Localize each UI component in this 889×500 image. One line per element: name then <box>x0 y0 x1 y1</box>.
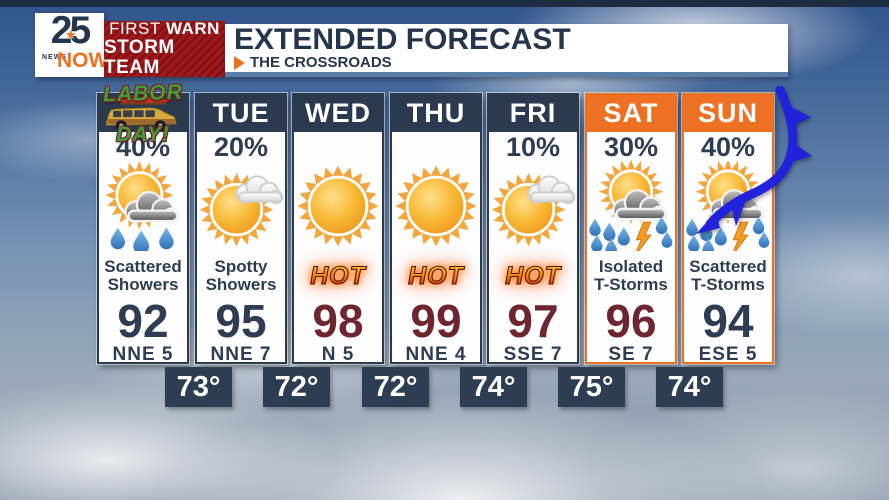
subtitle-label: THE CROSSROADS <box>250 54 392 71</box>
forecast-column-wed: WED HOT 98 N 5 <box>292 93 384 365</box>
pop-value: 30% <box>603 131 659 162</box>
sun-icon <box>293 161 383 256</box>
condition-label: Scattered T-Storms <box>689 256 767 294</box>
pop-value: 10% <box>505 131 561 162</box>
low-temp-badge: 75° <box>558 367 625 407</box>
pop-value: 20% <box>213 131 269 162</box>
day-header-sat: SAT <box>587 95 675 132</box>
forecast-column-thu: THU HOT 99 NNE 4 <box>390 93 482 365</box>
station-logo: 25 ★ NEWS NOW <box>35 9 108 77</box>
forecast-column-tue: TUE 20% Spotty Showers 95 NNE 7 <box>195 93 287 365</box>
forecast-column-labor-day: LABOR DAY! 40% Scattered Showers <box>97 81 189 365</box>
storm-team-badge: FIRST WARN STORM TEAM <box>104 20 225 78</box>
subtitle-row: THE CROSSROADS <box>234 54 392 71</box>
storm-icon <box>683 158 773 258</box>
logo-now-label: NOW <box>57 49 109 72</box>
logo-news-label: NEWS <box>42 54 67 61</box>
labor-day-text-top: LABOR <box>102 80 184 107</box>
headline-banner: EXTENDED FORECAST THE CROSSROADS <box>225 23 788 77</box>
hot-label: HOT <box>310 261 366 290</box>
high-temp: 97 <box>507 295 559 347</box>
labor-day-car-icon <box>99 95 187 132</box>
high-temp: 95 <box>215 295 267 347</box>
condition-label: Isolated T-Storms <box>594 256 668 294</box>
sun-cloud-icon <box>196 161 286 256</box>
condition-label: Scattered Showers <box>104 256 182 294</box>
sun-cloud-icon <box>488 161 578 256</box>
wind-label: SE 7 <box>608 344 654 365</box>
forecast-column-fri: FRI 10% HOT 97 SSE 7 <box>487 93 579 365</box>
wind-label: ESE 5 <box>698 344 758 365</box>
high-temp: 99 <box>410 295 462 347</box>
low-temp-badge: 74° <box>656 367 723 407</box>
day-header-labor <box>99 95 187 132</box>
day-header-wed: WED <box>294 95 382 132</box>
condition-label: Spotty Showers <box>205 256 277 294</box>
arrow-icon <box>234 55 245 70</box>
forecast-column-sat: SAT 30% Isolated T-Storms 96 SE 7 <box>585 93 677 365</box>
day-header-fri: FRI <box>489 95 577 132</box>
labor-day-text-bottom: DAY! <box>116 123 170 146</box>
high-temp: 98 <box>312 295 364 347</box>
high-temp: 92 <box>117 295 169 347</box>
wind-label: N 5 <box>321 344 355 365</box>
low-temp-badge: 72° <box>362 367 429 407</box>
pop-value <box>294 132 382 162</box>
wind-label: NNE 5 <box>112 344 174 365</box>
badge-line2: STORM TEAM <box>104 36 175 78</box>
low-temp-badge: 72° <box>263 367 330 407</box>
day-header-tue: TUE <box>197 95 285 132</box>
page-title: EXTENDED FORECAST <box>234 23 571 56</box>
star-icon: ★ <box>65 27 77 42</box>
wind-label: NNE 7 <box>210 344 272 365</box>
high-temp: 96 <box>605 295 657 347</box>
forecast-column-sun: SUN 40% Scattered T-Storms 94 ESE 5 <box>682 93 774 365</box>
hot-label: HOT <box>408 261 464 290</box>
badge-first: FIRST <box>109 19 161 39</box>
wind-label: NNE 4 <box>405 344 467 365</box>
storm-icon <box>586 158 676 258</box>
high-temp: 94 <box>702 295 754 347</box>
badge-warn: WARN <box>165 19 220 39</box>
pop-value: 40% <box>700 131 756 162</box>
sun-rain-icon <box>98 160 188 256</box>
top-strip <box>0 0 889 7</box>
pop-value <box>392 132 480 162</box>
sun-icon <box>391 161 481 256</box>
low-temp-badge: 73° <box>165 367 232 407</box>
logo-25: 25 <box>50 9 91 52</box>
badge-line1: FIRST WARN <box>109 20 220 38</box>
wind-label: SSE 7 <box>503 344 563 365</box>
pop-value: 40% <box>115 131 171 162</box>
day-header-thu: THU <box>392 95 480 132</box>
day-header-sun: SUN <box>684 95 772 132</box>
hot-label: HOT <box>505 261 561 290</box>
low-temp-badge: 74° <box>460 367 527 407</box>
